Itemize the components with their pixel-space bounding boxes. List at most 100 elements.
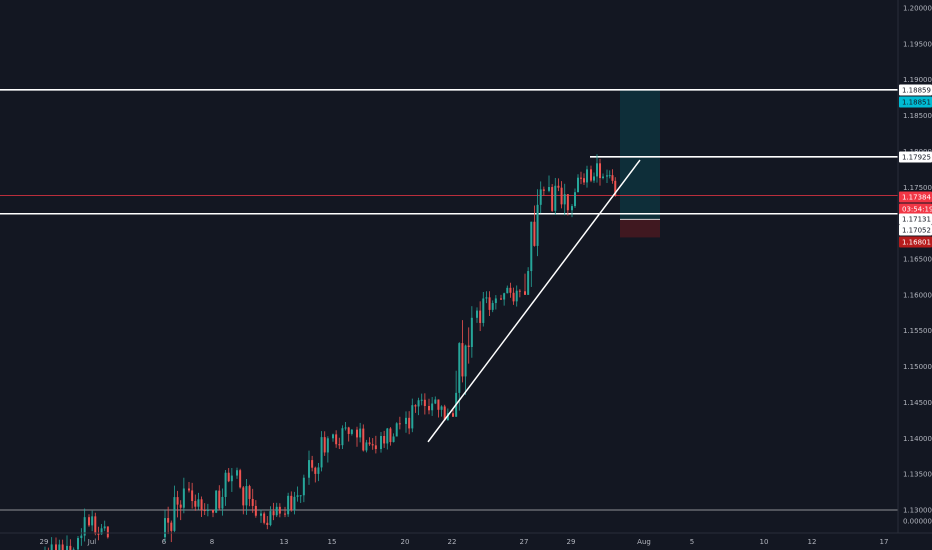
candle-body (245, 486, 248, 506)
candle-body (106, 526, 109, 538)
candle-body (227, 472, 230, 482)
candle-body (344, 427, 347, 429)
candle-body (302, 477, 305, 496)
candle-body (437, 399, 440, 410)
candle-body (580, 177, 582, 179)
price-tick-label: 1.16000 (903, 291, 932, 299)
candle-body (248, 486, 251, 499)
candle-body (563, 194, 566, 205)
candle-body (583, 178, 585, 183)
time-tick-label: 8 (210, 538, 214, 546)
candle-body (524, 291, 526, 295)
candle-body (308, 460, 310, 478)
candle-body (614, 180, 617, 196)
candle-body (467, 345, 470, 348)
price-tick-label: 1.15500 (903, 327, 932, 335)
candle-body (347, 427, 350, 434)
candle-body (479, 310, 482, 323)
candle-body (218, 490, 221, 509)
candle-body (296, 495, 299, 497)
candle-body (503, 293, 506, 300)
candle-body (383, 435, 386, 444)
candle-body (554, 185, 557, 211)
price-tick-label: 1.20000 (903, 5, 932, 13)
candle-body (586, 169, 588, 183)
candle-body (293, 496, 296, 511)
candle-body (440, 406, 443, 410)
last-price-price-label: 1.17384 (902, 194, 931, 202)
candle-body (443, 406, 446, 421)
candle-body (362, 428, 365, 451)
entry-price-label: 1.17052 (902, 227, 931, 235)
long-position-target-zone[interactable] (620, 90, 660, 220)
long-position-stop-zone[interactable] (620, 219, 660, 238)
candle-body (494, 298, 497, 304)
candle-body (533, 221, 536, 246)
candle-body (423, 399, 426, 407)
candle-body (389, 428, 392, 443)
candle-body (356, 429, 358, 438)
candle-body (170, 522, 173, 531)
candle-body (476, 310, 478, 318)
candle-body (515, 290, 518, 302)
candle-body (100, 528, 103, 535)
candle-body (287, 495, 290, 515)
candle-body (69, 545, 72, 550)
candle-body (411, 405, 414, 429)
last-price-price-badge (899, 191, 932, 203)
price-tick-label: 0.00000 (903, 518, 932, 526)
candle-body (593, 176, 595, 181)
price-tick-label: 1.13500 (903, 471, 932, 479)
candle-body (272, 511, 275, 516)
candle-body (221, 496, 224, 509)
time-tick-label: 20 (401, 538, 410, 546)
candle-body (485, 297, 488, 299)
candle-body (350, 429, 353, 434)
candle-body (606, 175, 608, 177)
candle-body (188, 488, 190, 491)
time-tick-label: 13 (280, 538, 289, 546)
trendline[interactable] (427, 159, 641, 443)
candle-body (91, 516, 94, 526)
candle-body (284, 513, 286, 515)
candle-body (97, 533, 100, 535)
time-tick-label: 12 (808, 538, 817, 546)
candle-body (50, 544, 53, 550)
candle-body (461, 343, 464, 377)
candle-body (278, 506, 281, 514)
candle-body (434, 399, 437, 404)
candle-body (58, 544, 61, 550)
candle-body (236, 470, 238, 476)
price-tick-label: 1.16500 (903, 256, 932, 264)
candle-body (374, 445, 377, 450)
level-price-label: 1.17131 (902, 216, 931, 224)
candle-body (290, 495, 293, 511)
candle-body (365, 442, 368, 451)
candle-body (164, 518, 166, 538)
candle-body (405, 417, 407, 424)
candle-body (182, 488, 185, 508)
candle-body (263, 513, 266, 523)
candle-body (314, 467, 317, 474)
candle-body (488, 297, 491, 310)
time-axis[interactable]: 29 Jul 6 8 13 15 20 22 27 29 Aug 5 10 12 17 (0, 532, 932, 546)
time-tick-label: Jul (87, 538, 97, 546)
candle-body (239, 470, 242, 488)
candle-body (596, 163, 598, 177)
candle-body (94, 516, 97, 534)
candle-body (338, 444, 341, 446)
candle-body (206, 510, 209, 511)
level-price-badge (899, 151, 932, 163)
candle-body (275, 506, 278, 516)
candle-body (299, 495, 302, 497)
candle-body (470, 317, 473, 348)
stop-price-badge (899, 236, 932, 248)
time-tick-label: 6 (162, 538, 167, 546)
candle-body (335, 434, 338, 445)
candle-body (311, 460, 314, 468)
candle-body (359, 428, 362, 438)
candle-body (599, 163, 601, 179)
candle-body (380, 435, 382, 450)
candle-body (417, 400, 420, 407)
